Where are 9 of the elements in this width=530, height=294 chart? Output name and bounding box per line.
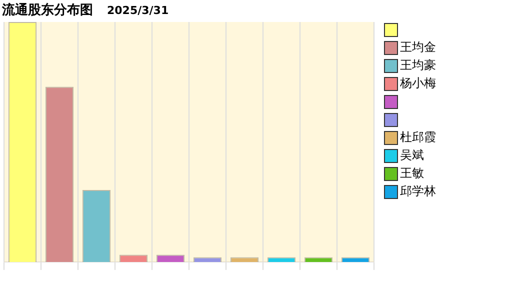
text: 王均金 xyxy=(400,39,436,56)
chart-subtitle: 2025/3/31 xyxy=(107,4,169,16)
text: 吴斌 xyxy=(400,147,424,164)
text: 王均豪 xyxy=(400,57,436,74)
text: 杜邱霞 xyxy=(400,129,436,146)
text: 杨小梅 xyxy=(400,75,436,92)
text: 邱学林 xyxy=(400,183,436,200)
chart-title: 流通股东分布图 xyxy=(2,2,93,19)
text: 王敏 xyxy=(400,165,424,182)
